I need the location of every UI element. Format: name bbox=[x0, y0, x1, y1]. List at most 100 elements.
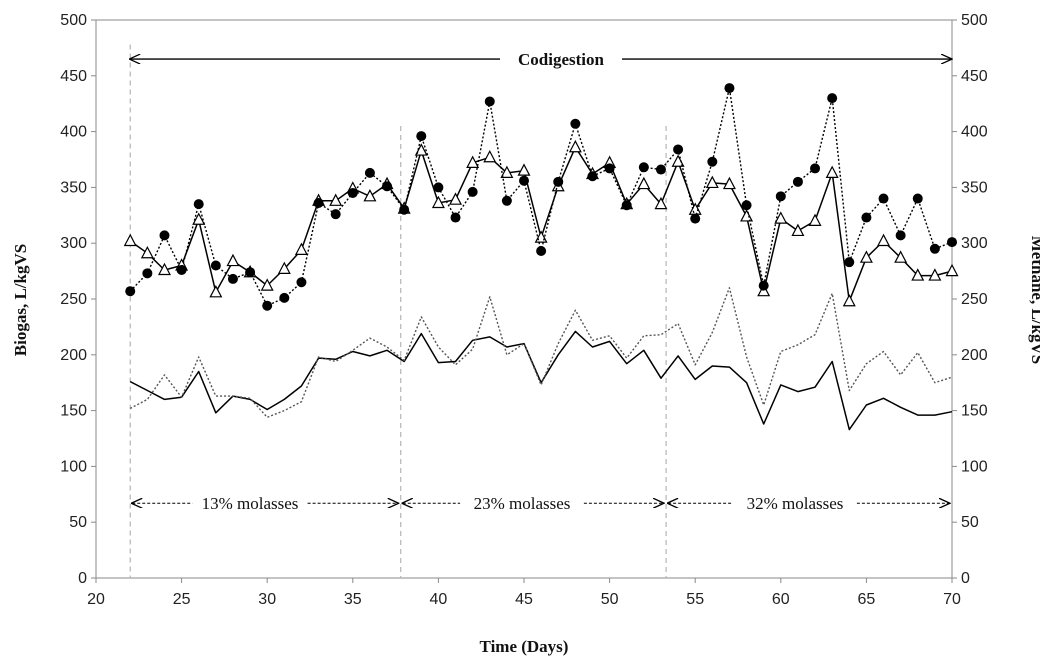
x-tick-label: 40 bbox=[430, 591, 448, 608]
series-2-point bbox=[655, 164, 666, 175]
series-2-point bbox=[638, 162, 649, 173]
series-2-point bbox=[895, 230, 906, 241]
y-tick-label-left: 300 bbox=[60, 235, 87, 252]
series-2-point bbox=[741, 200, 752, 211]
series-line-1 bbox=[129, 146, 953, 302]
x-tick-label: 65 bbox=[858, 591, 876, 608]
series-1-point bbox=[260, 278, 274, 291]
series-2-point bbox=[844, 257, 855, 268]
x-tick-label: 35 bbox=[344, 591, 362, 608]
x-tick-label: 30 bbox=[258, 591, 276, 608]
series-2-point bbox=[570, 118, 581, 129]
series-2-point bbox=[690, 213, 701, 224]
y-tick-label-left: 350 bbox=[60, 179, 87, 196]
series-2-point bbox=[176, 264, 187, 275]
y-tick-label-right: 400 bbox=[961, 124, 988, 141]
series-1-point bbox=[894, 250, 908, 263]
x-tick-label: 55 bbox=[686, 591, 704, 608]
series-1-point bbox=[363, 189, 377, 202]
series-2-point bbox=[536, 246, 547, 257]
x-tick-label: 25 bbox=[173, 591, 191, 608]
series-2-point bbox=[382, 181, 393, 192]
phase-label-2: 23% molasses bbox=[474, 494, 571, 513]
series-1-point bbox=[705, 175, 719, 189]
series-1-point bbox=[209, 285, 223, 298]
series-2-point bbox=[484, 96, 495, 107]
series-2-point bbox=[193, 199, 204, 210]
series-1-point bbox=[740, 209, 754, 222]
series-1-point bbox=[791, 223, 805, 237]
y-tick-label-right: 50 bbox=[961, 514, 979, 531]
series-2-point bbox=[947, 237, 957, 248]
series-1-point bbox=[808, 213, 822, 226]
series-group bbox=[123, 83, 959, 431]
series-2-point bbox=[416, 131, 427, 142]
series-2-point bbox=[673, 144, 684, 155]
series-1-point bbox=[192, 212, 206, 225]
series-1-point bbox=[431, 195, 445, 209]
series-2-point bbox=[227, 273, 238, 284]
y-tick-label-left: 0 bbox=[78, 570, 87, 587]
y-tick-label-left: 250 bbox=[60, 291, 87, 308]
x-tick-label: 45 bbox=[515, 591, 533, 608]
series-2-point bbox=[519, 175, 529, 186]
series-1-point bbox=[500, 165, 514, 178]
phase-label-3: 32% molasses bbox=[747, 494, 844, 513]
series-2-point bbox=[313, 198, 324, 209]
y-tick-label-right: 300 bbox=[961, 235, 988, 252]
series-2-point bbox=[125, 286, 136, 297]
series-1-point bbox=[825, 165, 839, 178]
series-2-point bbox=[621, 200, 632, 211]
series-1-point bbox=[483, 149, 497, 163]
y-tick-label-right: 350 bbox=[961, 179, 988, 196]
series-2-point bbox=[587, 171, 598, 182]
series-2-point bbox=[279, 292, 290, 303]
y-tick-label-left: 150 bbox=[60, 403, 87, 420]
series-2-point bbox=[912, 193, 923, 204]
series-2-point bbox=[467, 186, 478, 197]
series-2-point bbox=[724, 83, 735, 94]
series-1-point bbox=[877, 233, 891, 247]
y-axis-title-left: Biogas, L/kgVS bbox=[11, 244, 30, 356]
x-tick-label: 70 bbox=[943, 591, 961, 608]
series-2-point bbox=[792, 176, 803, 187]
series-1-point bbox=[123, 233, 137, 247]
series-2-point bbox=[347, 187, 358, 198]
series-1-point bbox=[842, 293, 856, 307]
series-2-point bbox=[604, 163, 615, 174]
series-2-point bbox=[433, 182, 444, 193]
series-1-point bbox=[928, 268, 942, 281]
y-tick-label-left: 200 bbox=[60, 347, 87, 364]
series-line-3 bbox=[129, 330, 953, 431]
y-tick-label-right: 150 bbox=[961, 403, 988, 420]
series-2-point bbox=[810, 163, 821, 174]
series-2-point bbox=[929, 243, 940, 254]
y-tick-label-left: 400 bbox=[60, 124, 87, 141]
series-2-point bbox=[159, 230, 170, 241]
x-tick-label: 20 bbox=[87, 591, 105, 608]
series-1-point bbox=[945, 263, 959, 277]
series-2-point bbox=[827, 93, 838, 104]
series-2-point bbox=[245, 267, 256, 278]
series-2-point bbox=[450, 212, 461, 223]
series-1-point bbox=[654, 196, 668, 210]
series-2-point bbox=[878, 193, 889, 204]
axes: 0 0 50 50 100 100 150 150 200 200 250 250 300 300 350 3… bbox=[60, 12, 988, 608]
x-tick-label: 60 bbox=[772, 591, 790, 608]
series-1-point bbox=[466, 155, 480, 168]
series-1-point bbox=[294, 242, 308, 255]
phase-guides bbox=[129, 44, 667, 578]
series-1-point bbox=[157, 262, 171, 276]
series-1-point bbox=[637, 176, 651, 190]
series-1-point bbox=[277, 261, 291, 274]
series-2-point bbox=[861, 212, 872, 223]
series-2-point bbox=[262, 300, 273, 311]
series-1-point bbox=[859, 250, 873, 263]
series-2-point bbox=[330, 209, 341, 220]
series-2-point bbox=[399, 204, 410, 215]
series-1-point bbox=[911, 268, 925, 281]
y-tick-label-right: 200 bbox=[961, 347, 988, 364]
series-2-point bbox=[501, 195, 512, 206]
series-2-point bbox=[553, 176, 564, 187]
series-1-point bbox=[568, 139, 582, 153]
